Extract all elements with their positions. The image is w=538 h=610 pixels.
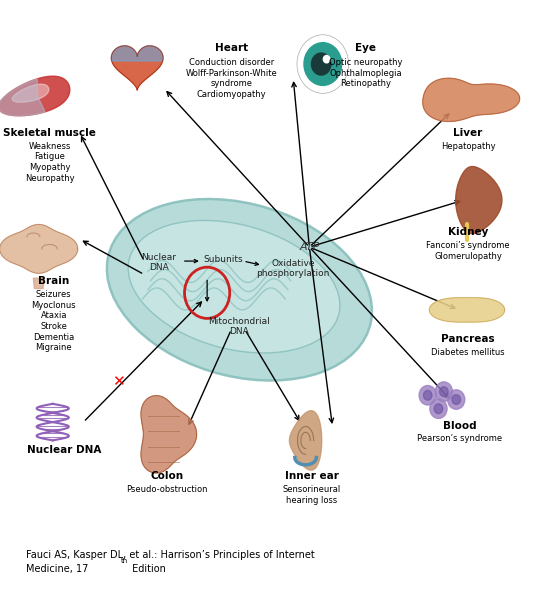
Polygon shape [0,79,45,116]
Text: Diabetes mellitus: Diabetes mellitus [431,348,505,357]
Text: Mitochondrial
DNA: Mitochondrial DNA [209,317,270,336]
Text: ✕: ✕ [112,374,125,389]
Text: Kidney: Kidney [448,227,489,237]
Ellipse shape [107,199,372,381]
Circle shape [434,404,443,414]
Text: Nuclear DNA: Nuclear DNA [27,445,102,455]
Text: Edition: Edition [129,564,166,573]
Circle shape [304,43,342,85]
Polygon shape [33,278,44,289]
Text: ATP: ATP [299,242,320,252]
Text: Subunits: Subunits [203,255,243,264]
Polygon shape [141,396,196,473]
Text: Heart: Heart [215,43,248,52]
Circle shape [435,382,452,401]
Circle shape [323,56,330,63]
Polygon shape [289,411,322,470]
Polygon shape [0,224,77,273]
Text: Brain: Brain [38,276,69,285]
Text: th: th [121,558,128,564]
Text: Pancreas: Pancreas [441,334,495,344]
Circle shape [440,387,448,396]
Text: Seizures
Myoclonus
Ataxia
Stroke
Dementia
Migraine: Seizures Myoclonus Ataxia Stroke Dementi… [32,290,76,353]
Circle shape [448,390,465,409]
Polygon shape [12,84,49,102]
Text: Nuclear
DNA: Nuclear DNA [141,253,176,272]
Polygon shape [111,46,163,90]
Text: Medicine, 17: Medicine, 17 [26,564,88,573]
Polygon shape [0,76,70,116]
Text: Oxidative
phosphorylation: Oxidative phosphorylation [257,259,330,278]
Circle shape [452,395,461,404]
Text: Conduction disorder
Wolff-Parkinson-White
syndrome
Cardiomyopathy: Conduction disorder Wolff-Parkinson-Whit… [186,58,277,99]
Text: Fanconi’s syndrome
Glomerulopathy: Fanconi’s syndrome Glomerulopathy [426,241,510,260]
Polygon shape [423,78,520,121]
Polygon shape [111,46,163,61]
Text: Skeletal muscle: Skeletal muscle [3,128,96,138]
Polygon shape [429,298,505,322]
Text: Pseudo-obstruction: Pseudo-obstruction [126,485,208,494]
Polygon shape [456,167,502,234]
Text: Blood: Blood [443,421,477,431]
Ellipse shape [128,220,340,353]
Text: Liver: Liver [454,128,483,138]
Text: Sensorineural
hearing loss: Sensorineural hearing loss [283,485,341,504]
Text: Colon: Colon [150,471,183,481]
Circle shape [297,35,349,93]
Circle shape [419,386,436,405]
Text: Inner ear: Inner ear [285,471,339,481]
Text: Eye: Eye [355,43,377,52]
Text: Optic neuropathy
Ophthalmoplegia
Retinopathy: Optic neuropathy Ophthalmoplegia Retinop… [329,58,402,88]
Text: Pearson’s syndrome: Pearson’s syndrome [417,434,502,443]
Circle shape [430,399,447,418]
Text: Fauci AS, Kasper DL, et al.: Harrison’s Principles of Internet: Fauci AS, Kasper DL, et al.: Harrison’s … [26,550,315,560]
Circle shape [312,53,331,75]
Text: Weakness
Fatigue
Myopathy
Neuropathy: Weakness Fatigue Myopathy Neuropathy [25,142,74,183]
Text: Hepatopathy: Hepatopathy [441,142,495,151]
Circle shape [423,390,432,400]
